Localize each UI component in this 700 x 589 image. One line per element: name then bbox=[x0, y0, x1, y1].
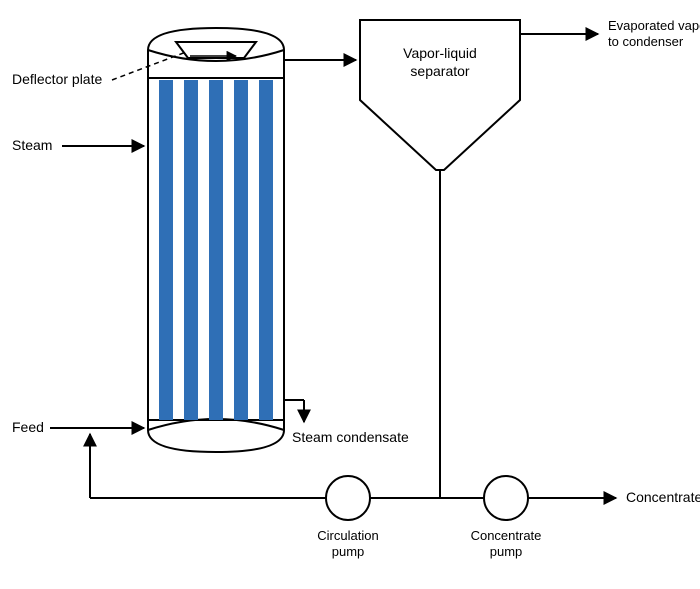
steam-label: Steam bbox=[12, 137, 52, 153]
concentrate-label: Concentrate bbox=[626, 489, 700, 505]
evaporator-flow-diagram: Vapor-liquid separator Evaporated vapor … bbox=[0, 0, 700, 589]
evap-vapor-label-1: Evaporated vapor bbox=[608, 18, 700, 33]
evap-vapor-label-2: to condenser bbox=[608, 34, 684, 49]
evaporator-tube bbox=[209, 80, 223, 420]
circ-pump-label-2: pump bbox=[332, 544, 365, 559]
vapor-liquid-separator: Vapor-liquid separator bbox=[360, 20, 520, 170]
evaporator-tube bbox=[184, 80, 198, 420]
evaporator-tube bbox=[159, 80, 173, 420]
circulation-pump bbox=[326, 476, 370, 520]
steam-condensate-label: Steam condensate bbox=[292, 429, 409, 445]
feed-label: Feed bbox=[12, 419, 44, 435]
separator-label-2: separator bbox=[410, 63, 469, 79]
steam-condensate-line bbox=[284, 400, 304, 422]
conc-pump-label-1: Concentrate bbox=[471, 528, 542, 543]
concentrate-pump bbox=[484, 476, 528, 520]
deflector-plate-label: Deflector plate bbox=[12, 71, 102, 87]
evaporator-tube bbox=[259, 80, 273, 420]
separator-label-1: Vapor-liquid bbox=[403, 45, 477, 61]
evaporator-tube bbox=[234, 80, 248, 420]
evaporator-vessel bbox=[148, 28, 284, 452]
circ-pump-label-1: Circulation bbox=[317, 528, 378, 543]
conc-pump-label-2: pump bbox=[490, 544, 523, 559]
